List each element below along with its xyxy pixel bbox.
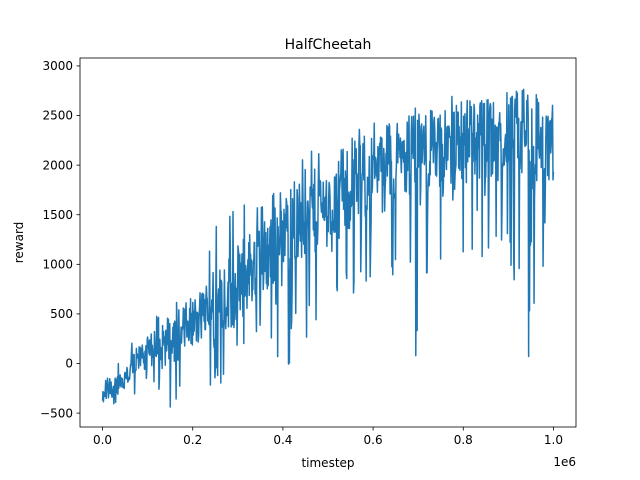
plot-area bbox=[101, 88, 555, 408]
x-axis-ticks: 0.0 0.2 0.4 0.6 0.8 1.0 bbox=[93, 427, 563, 447]
x-tick-label: 0.0 bbox=[93, 433, 112, 447]
y-tick-label: 2000 bbox=[42, 158, 73, 172]
y-axis-label: reward bbox=[12, 222, 26, 264]
series-line-0 bbox=[101, 88, 555, 408]
y-axis-ticks: −500 0 500 1000 1500 2000 2500 3000 bbox=[40, 59, 80, 420]
y-tick-label: −500 bbox=[40, 406, 73, 420]
x-tick-label: 1.0 bbox=[544, 433, 563, 447]
y-tick-label: 1500 bbox=[42, 208, 73, 222]
x-tick-label: 0.8 bbox=[454, 433, 473, 447]
x-axis-label: timestep bbox=[301, 456, 354, 470]
y-tick-label: 0 bbox=[65, 357, 73, 371]
y-tick-label: 2500 bbox=[42, 109, 73, 123]
x-axis-offset-label: 1e6 bbox=[553, 455, 576, 469]
y-tick-label: 1000 bbox=[42, 258, 73, 272]
x-tick-label: 0.6 bbox=[364, 433, 383, 447]
y-tick-label: 500 bbox=[50, 307, 73, 321]
x-tick-label: 0.2 bbox=[183, 433, 202, 447]
x-tick-label: 0.4 bbox=[273, 433, 292, 447]
axes-frame bbox=[79, 57, 577, 428]
y-tick-label: 3000 bbox=[42, 59, 73, 73]
chart-title: HalfCheetah bbox=[285, 37, 372, 53]
